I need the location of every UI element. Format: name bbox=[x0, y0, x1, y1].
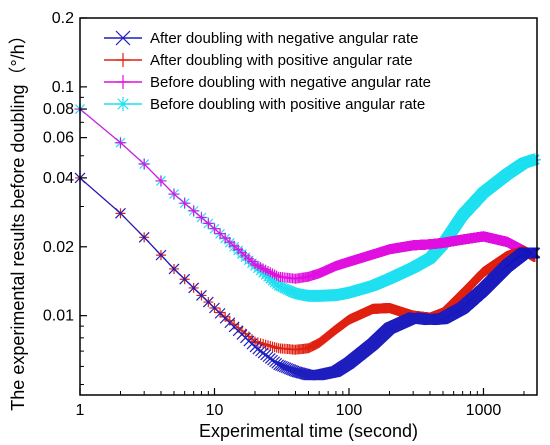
data-point bbox=[269, 269, 280, 280]
data-point bbox=[272, 279, 285, 292]
data-point bbox=[283, 284, 296, 297]
data-point bbox=[267, 268, 278, 279]
data-point bbox=[276, 281, 289, 294]
data-point bbox=[169, 189, 180, 200]
series-3 bbox=[74, 103, 541, 302]
series-line bbox=[79, 108, 538, 280]
data-point bbox=[260, 264, 271, 275]
data-point bbox=[215, 228, 226, 239]
data-point bbox=[255, 262, 266, 273]
data-point bbox=[196, 212, 207, 223]
data-point bbox=[258, 263, 269, 274]
data-point bbox=[155, 175, 166, 186]
data-point bbox=[203, 218, 214, 229]
data-point bbox=[209, 223, 220, 234]
data-point bbox=[188, 205, 199, 216]
data-point bbox=[279, 283, 292, 296]
series-layer bbox=[74, 103, 541, 381]
data-point bbox=[179, 198, 190, 209]
data-point bbox=[528, 153, 541, 166]
data-point bbox=[139, 159, 150, 170]
data-point bbox=[278, 282, 291, 295]
data-point bbox=[274, 280, 287, 293]
data-point bbox=[220, 232, 231, 243]
data-point bbox=[263, 266, 274, 277]
data-point bbox=[281, 283, 294, 296]
data-point bbox=[115, 137, 126, 148]
series-2 bbox=[75, 104, 540, 284]
data-point bbox=[252, 260, 263, 271]
data-point bbox=[265, 267, 276, 278]
